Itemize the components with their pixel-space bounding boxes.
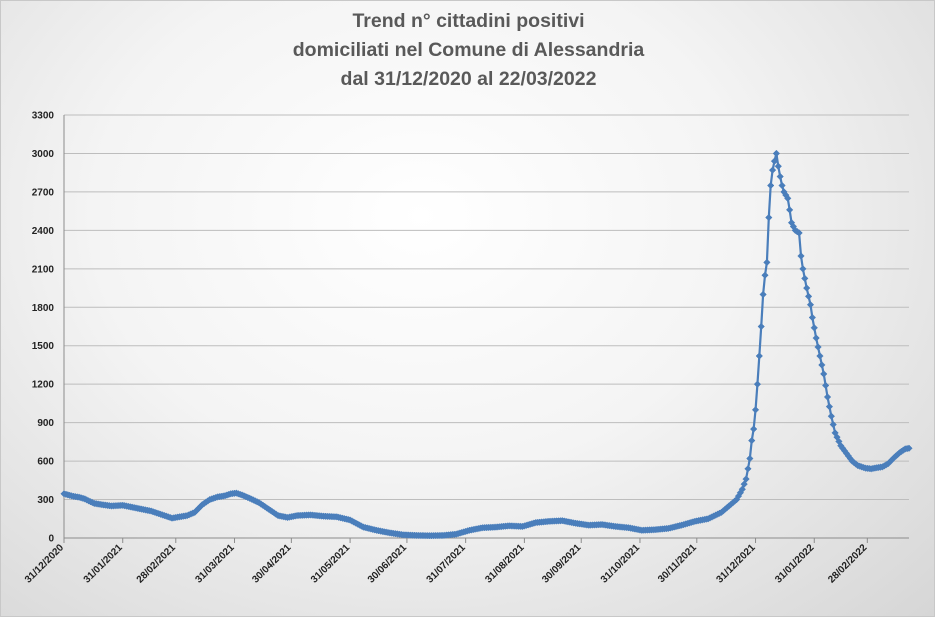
- data-point: [763, 258, 771, 267]
- data-point: [761, 271, 769, 279]
- y-tick-label: 900: [37, 418, 54, 429]
- x-tick-label: 31/07/2021: [425, 542, 468, 585]
- x-tick-label: 31/01/2022: [773, 542, 816, 585]
- data-point: [820, 370, 828, 378]
- data-point: [905, 444, 913, 452]
- y-tick-label: 3000: [32, 149, 55, 160]
- data-point: [748, 436, 756, 445]
- y-tick-label: 2400: [32, 226, 55, 237]
- data-point: [757, 322, 765, 331]
- x-tick-label: 30/11/2021: [656, 542, 699, 585]
- data-point: [808, 313, 817, 322]
- data-point: [778, 181, 786, 190]
- x-tick-label: 30/04/2021: [250, 542, 293, 585]
- y-tick-label: 1800: [32, 303, 55, 314]
- x-tick-label: 28/02/2021: [135, 542, 178, 585]
- data-point: [738, 485, 746, 493]
- y-tick-label: 1500: [32, 341, 55, 352]
- data-point: [812, 334, 820, 342]
- y-tick-label: 0: [48, 534, 54, 545]
- x-tick-label: 31/12/2021: [714, 542, 757, 585]
- data-point: [801, 274, 809, 283]
- data-point: [814, 343, 822, 351]
- data-point: [774, 162, 782, 170]
- data-point: [755, 352, 763, 360]
- y-tick-label: 300: [37, 495, 54, 506]
- y-tick-label: 2700: [32, 187, 55, 198]
- data-point: [759, 290, 767, 299]
- data-point: [772, 149, 781, 158]
- x-tick-label: 30/09/2021: [540, 542, 583, 585]
- data-point: [776, 172, 784, 181]
- data-point: [825, 402, 834, 411]
- data-point: [753, 380, 762, 388]
- data-point: [804, 292, 813, 301]
- data-point: [799, 265, 807, 273]
- x-tick-label: 30/06/2021: [366, 542, 409, 585]
- y-tick-label: 2100: [32, 264, 55, 275]
- y-tick-label: 3300: [32, 111, 55, 122]
- data-point: [742, 475, 750, 483]
- x-tick-label: 31/08/2021: [483, 542, 526, 585]
- data-point: [797, 252, 805, 260]
- x-tick-label: 31/12/2020: [23, 542, 66, 585]
- y-tick-label: 1200: [32, 380, 55, 391]
- data-point: [818, 361, 826, 369]
- x-tick-label: 31/10/2021: [599, 542, 642, 585]
- data-point: [768, 166, 777, 174]
- data-point: [765, 213, 773, 222]
- data-point: [784, 194, 792, 202]
- data-point: [823, 393, 832, 401]
- data-point: [746, 454, 754, 463]
- data-point: [816, 352, 824, 360]
- data-point: [751, 406, 760, 414]
- data-point: [749, 425, 758, 433]
- chart-title-line-3: dal 31/12/2020 al 22/03/2022: [340, 68, 597, 90]
- data-point: [827, 412, 835, 420]
- data-point: [744, 465, 752, 473]
- data-point: [785, 206, 794, 214]
- data-point: [767, 181, 775, 190]
- x-tick-label: 31/05/2021: [309, 542, 352, 585]
- x-tick-label: 28/02/2022: [826, 542, 869, 585]
- data-point: [740, 480, 748, 488]
- chart-title-line-2: domiciliati nel Comune di Alessandria: [292, 39, 645, 61]
- data-point: [821, 381, 830, 390]
- data-point: [770, 157, 779, 165]
- chart-title-line-1: Trend n° cittadini positivi: [352, 10, 585, 32]
- series-line: [63, 152, 910, 537]
- x-tick-label: 31/03/2021: [193, 542, 236, 585]
- chart-title: Trend n° cittadini positivi domiciliati …: [1, 7, 935, 94]
- data-point: [803, 284, 811, 292]
- data-point: [810, 324, 818, 332]
- x-tick-label: 31/01/2021: [82, 542, 125, 585]
- y-tick-label: 600: [37, 457, 54, 468]
- data-point: [795, 229, 803, 237]
- data-point: [829, 420, 837, 429]
- data-point: [806, 301, 815, 309]
